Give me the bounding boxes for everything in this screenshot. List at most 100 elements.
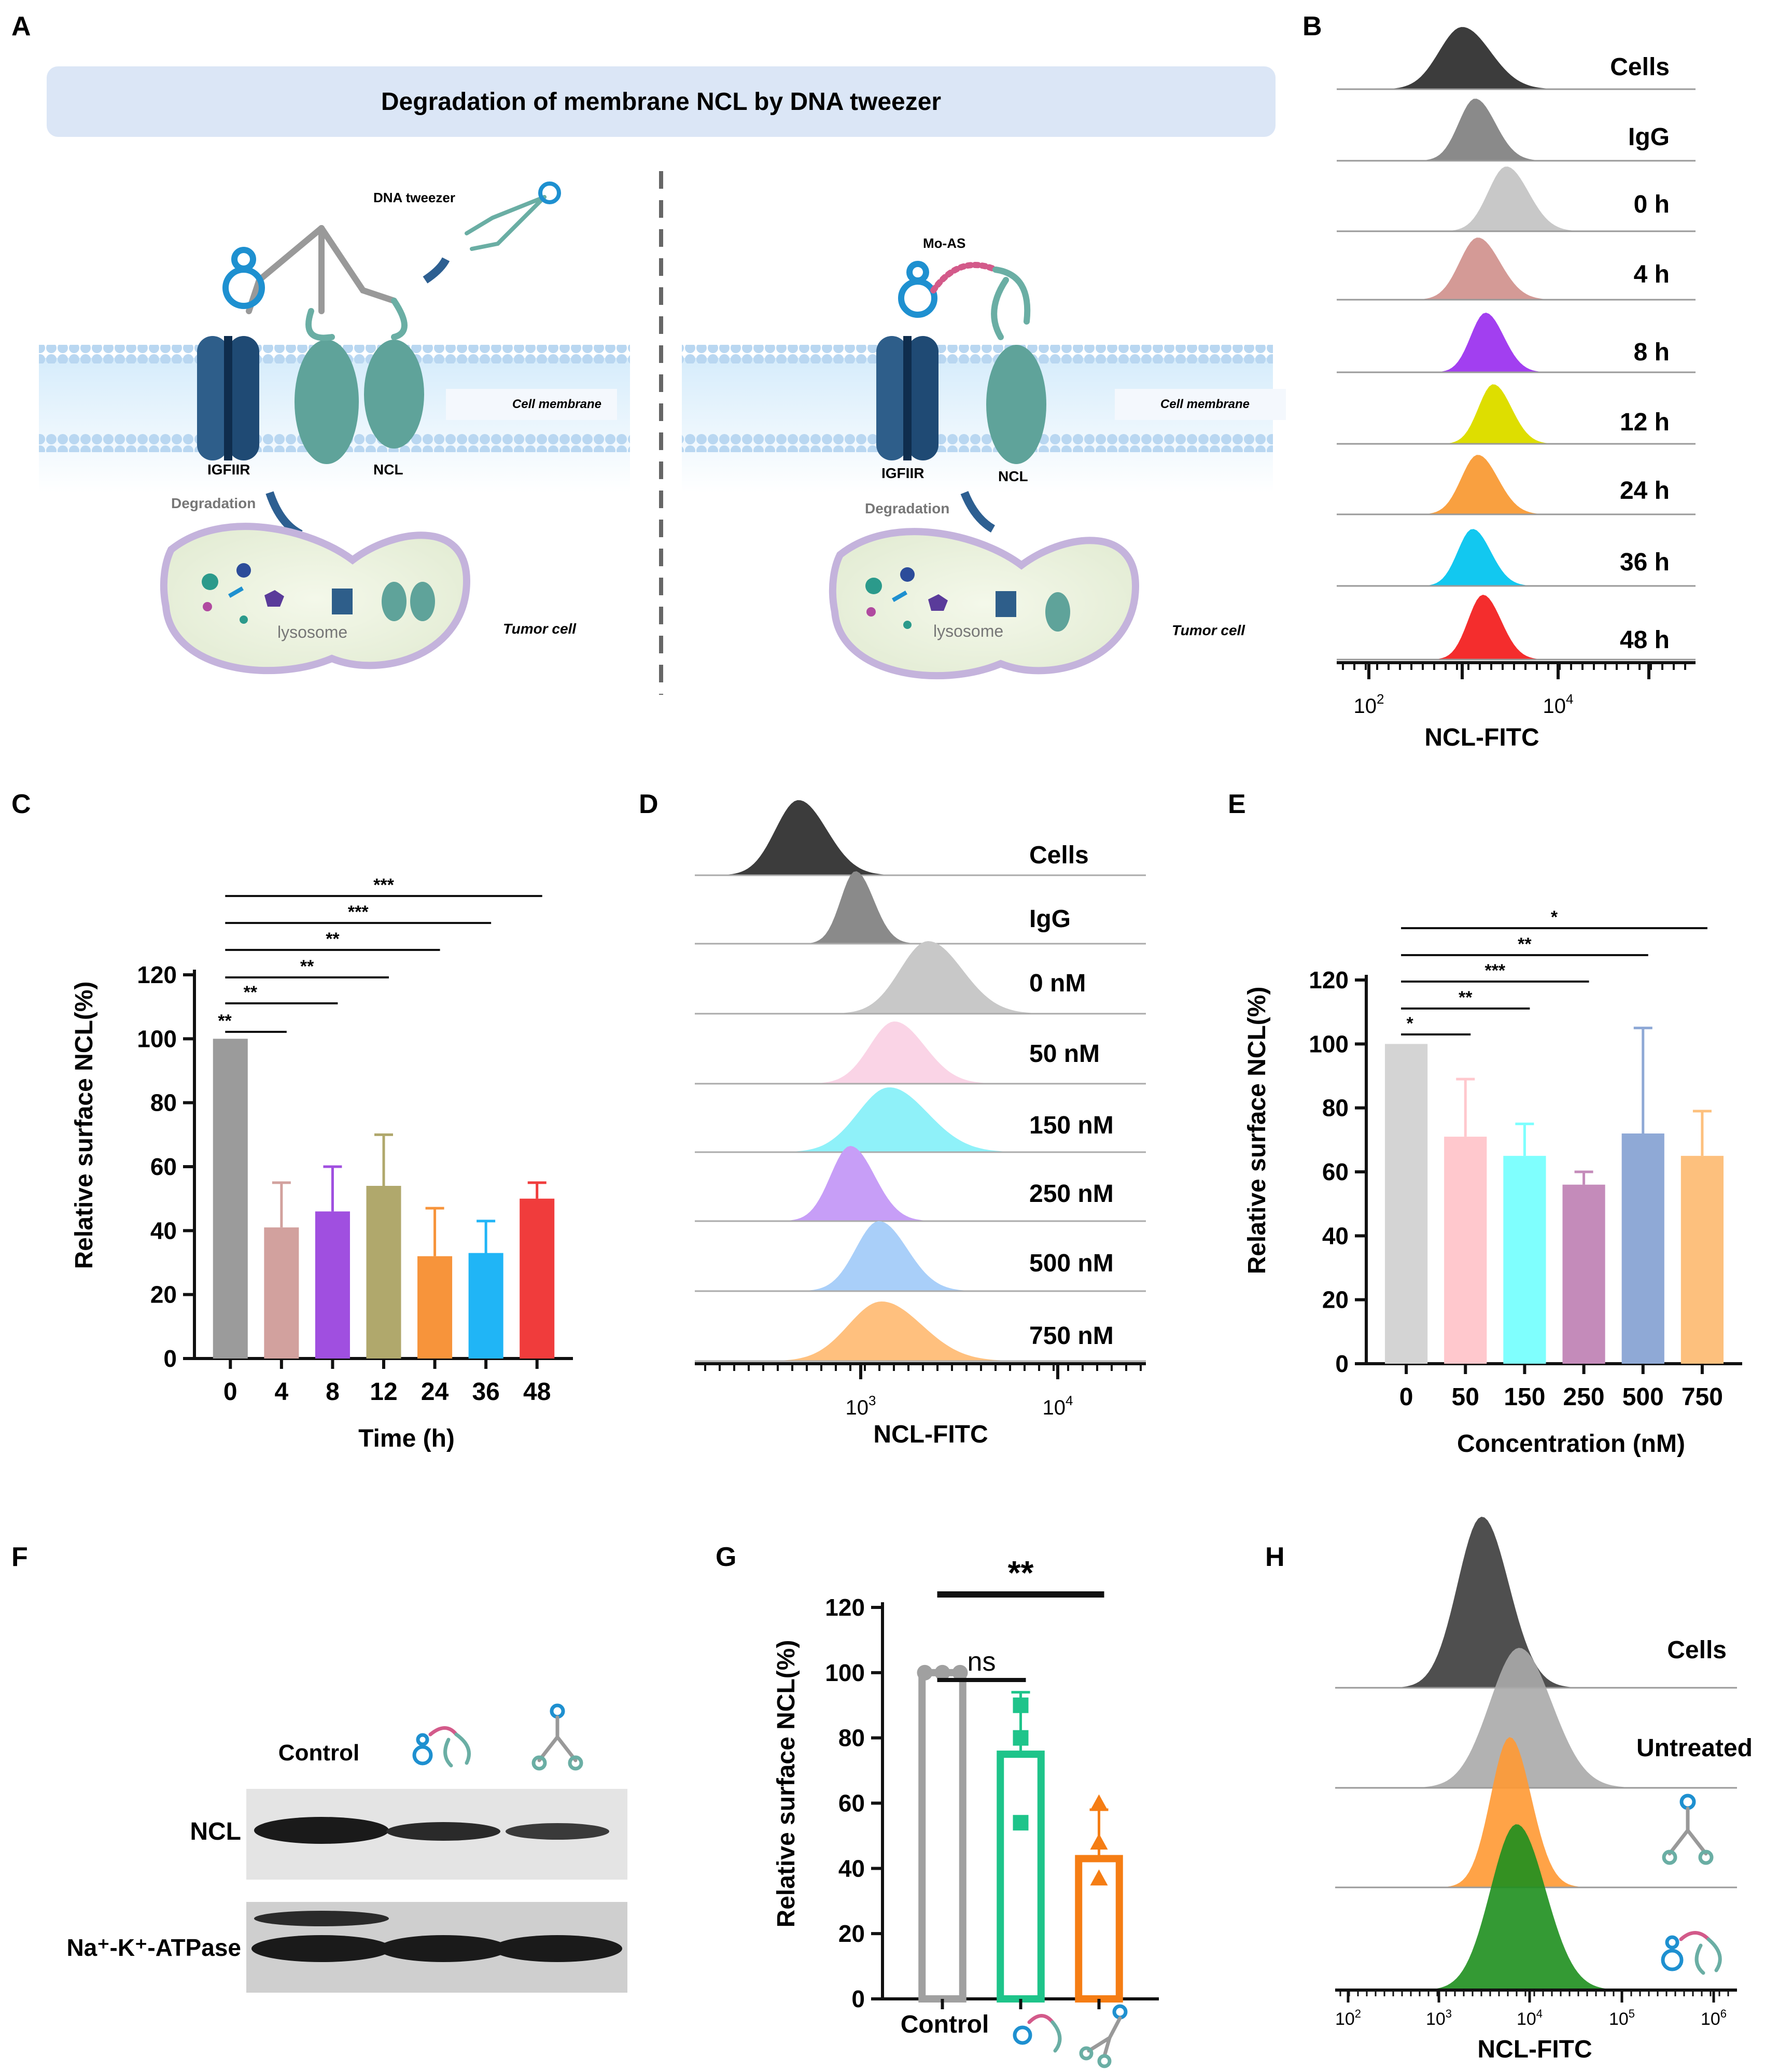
x-axis-label-d: NCL-FITC <box>873 1421 988 1448</box>
tick-h-3: 104 <box>1517 2007 1543 2029</box>
sig-label-c-4: *** <box>348 902 369 922</box>
point-0-2 <box>952 1664 968 1681</box>
bar-1 <box>264 1227 299 1359</box>
point-2-1 <box>1090 1833 1108 1850</box>
lane-label-control: Control <box>278 1740 359 1766</box>
mo-as-tweezer-icon <box>898 261 1031 340</box>
y-tick-label: 80 <box>1322 1095 1349 1122</box>
hist-d-label-3: 50 nM <box>1029 1040 1100 1068</box>
sig-label-c-0: ** <box>218 1011 232 1031</box>
lane-open-tweezer-icon <box>531 1703 583 1771</box>
degraded-fragments-icon <box>202 563 435 624</box>
axis-b: 102 104 NCL-FITC <box>1337 661 1696 751</box>
y-tick-label: 20 <box>150 1281 177 1308</box>
sig-label-e-1: ** <box>1459 988 1473 1007</box>
tick-d-1: 103 <box>846 1393 876 1419</box>
x-tick-label-0: 0 <box>1399 1383 1413 1411</box>
y-axis-label-c: Relative surface NCL(%) <box>71 982 98 1269</box>
hist-b-curve-4 <box>1337 313 1696 372</box>
panel-letter-h: H <box>1265 1542 1285 1572</box>
hist-d-label-6: 500 nM <box>1029 1250 1114 1277</box>
x-tick-label-1: 50 <box>1452 1383 1479 1411</box>
hist-d-curve-1 <box>695 871 1146 944</box>
hist-b-label-8: 48 h <box>1620 626 1670 654</box>
hist-d-curve-4 <box>695 1087 1146 1152</box>
x-tick-label-2: 150 <box>1504 1383 1545 1411</box>
lipid-top <box>682 345 1273 363</box>
panel-a: A Degradation of membrane NCL by DNA twe… <box>11 11 1286 695</box>
hist-d-curve-6 <box>695 1221 1146 1291</box>
hist-d-label-2: 0 nM <box>1029 970 1086 997</box>
ncl-protein-icon <box>986 345 1046 464</box>
hist-h-label-cells: Cells <box>1667 1636 1727 1664</box>
lysosome-shape <box>160 523 471 675</box>
bar-5 <box>468 1253 503 1359</box>
sig-label-e-0: * <box>1407 1014 1414 1033</box>
panel-letter-c: C <box>11 789 31 819</box>
sig-label-g-0: ns <box>968 1647 996 1677</box>
tick-h-2: 103 <box>1426 2007 1452 2029</box>
tick-b-1: 102 <box>1354 691 1384 718</box>
hist-b-label-4: 8 h <box>1634 339 1670 366</box>
x-axis-label-c: Time (h) <box>358 1425 455 1452</box>
tumor-cell-label: Tumor cell <box>1172 622 1245 638</box>
y-tick-label: 40 <box>1322 1222 1349 1249</box>
igf2r-label: IGFIIR <box>207 461 250 478</box>
sig-label-e-4: * <box>1551 907 1558 927</box>
sig-label-c-1: ** <box>244 983 258 1002</box>
band-atpase-closed <box>379 1935 508 1962</box>
y-tick-label: 0 <box>1335 1350 1349 1377</box>
hist-h-curve-2 <box>1335 1737 1737 1887</box>
membrane-label-box <box>1115 389 1286 420</box>
y-tick-label: 20 <box>838 1920 865 1947</box>
arrow-in-icon <box>423 257 450 284</box>
bar-0 <box>213 1039 248 1359</box>
histogram-b: Cells IgG 0 h 4 h 8 h 12 h 24 h 36 h 48 h <box>1337 27 1696 661</box>
sig-label-c-5: *** <box>373 875 394 895</box>
scene-right: Cell membrane IGFIIR NCL Mo-AS Degradati… <box>682 235 1286 680</box>
band-atpase-control <box>251 1935 391 1962</box>
hist-b-label-1: IgG <box>1628 123 1670 151</box>
panel-h: H Cells Untreated 102 103 104 105 106 NC… <box>1265 1517 1753 2063</box>
panel-f: F Control NCL Na⁺-K⁺-ATPase <box>11 1542 627 1993</box>
band-atpase-upper <box>254 1911 389 1926</box>
panel-a-title: Degradation of membrane NCL by DNA tweez… <box>381 88 941 116</box>
lane-closed-tweezer-icon <box>412 1726 471 1768</box>
y-tick-label: 80 <box>838 1725 865 1752</box>
hist-b-label-0: Cells <box>1610 53 1670 81</box>
lysosome-label: lysosome <box>277 623 347 641</box>
tick-b-2: 104 <box>1543 691 1574 718</box>
ncl-label: NCL <box>373 461 403 478</box>
hist-b-label-6: 24 h <box>1620 477 1670 505</box>
panel-letter-f: F <box>11 1542 28 1572</box>
degradation-arrow-icon <box>960 491 996 533</box>
hist-d-curve-7 <box>695 1301 1146 1361</box>
y-tick-label: 40 <box>150 1217 177 1244</box>
bar-4 <box>1621 1133 1664 1364</box>
cell-membrane-label: Cell membrane <box>512 397 601 411</box>
point-0-1 <box>934 1664 950 1681</box>
band-ncl-open <box>506 1823 609 1840</box>
bar-0 <box>1384 1044 1428 1364</box>
scene-left: Cell membrane IGFIIR NCL <box>39 181 630 675</box>
hist-h-curve-3 <box>1335 1824 1737 1990</box>
lysosome-label: lysosome <box>933 622 1003 640</box>
band-ncl-control <box>254 1817 389 1844</box>
y-tick-label: 60 <box>1322 1158 1349 1185</box>
x-tick-open-tweezer-icon <box>1079 2004 1128 2068</box>
panel-d: D Cells IgG 0 nM 50 nM 150 nM 250 nM 500 nM 750… <box>639 789 1146 1448</box>
hist-d-curve-2 <box>695 941 1146 1014</box>
hist-b-curve-2 <box>1337 166 1696 231</box>
axis-h: 102 103 104 105 106 NCL-FITC <box>1335 1989 1737 2063</box>
bar-2 <box>315 1211 350 1359</box>
point-2-0 <box>1090 1794 1108 1811</box>
panel-letter-b: B <box>1302 11 1322 41</box>
bar-1 <box>997 1751 1045 2003</box>
degraded-fragments-icon <box>865 567 1070 632</box>
bar-chart-g: 0 20 40 60 80 100 120 ns ** <box>825 1554 1159 2012</box>
sig-label-c-3: ** <box>326 929 340 949</box>
y-tick-label: 60 <box>838 1790 865 1817</box>
degradation-label: Degradation <box>865 500 949 516</box>
